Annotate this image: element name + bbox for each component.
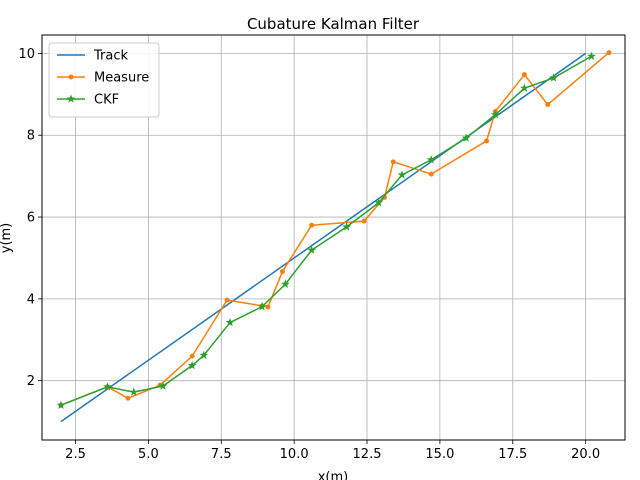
x-tick-label: 15.0 [425,447,454,462]
data-point [189,353,195,359]
x-tick-label: 7.5 [211,447,232,462]
y-tick-label: 10 [18,47,35,62]
y-tick-label: 2 [27,374,35,389]
data-point [158,381,168,390]
data-point [390,159,396,165]
legend-label: CKF [94,93,119,108]
data-point [520,83,529,92]
data-point [125,395,131,401]
legend: Track Measure CKF [48,42,160,118]
x-tick-label: 2.5 [65,447,86,462]
grid-lines [42,35,625,440]
data-point [56,400,66,409]
y-tick-label: 6 [27,211,35,226]
axis-ticks: 2.5 5.0 7.5 10.0 12.5 15.0 17.5 20.0 2 4 6 8 10 [18,47,600,462]
legend-item-measure: Measure [57,71,149,86]
data-point [225,317,235,327]
y-axis-label: y(m) [0,223,14,254]
series-layer [56,50,612,423]
series-line-track [60,52,587,423]
series-ckf [56,51,596,409]
data-point [587,51,596,60]
data-point [257,302,267,311]
chart-title: Cubature Kalman Filter [247,15,420,33]
series-track [60,52,587,423]
data-point [307,245,317,254]
data-point [281,279,290,288]
x-tick-label: 12.5 [353,447,382,462]
data-point [103,382,112,391]
data-point [342,222,351,231]
y-tick-label: 8 [27,129,35,144]
data-point [187,360,197,370]
x-axis-label: x(m) [318,470,349,480]
x-tick-label: 5.0 [138,447,159,462]
data-point [606,50,612,56]
data-point [397,170,407,179]
legend-label: Track [93,49,128,64]
data-point [361,218,367,224]
data-point [549,73,558,82]
data-point [374,198,384,207]
data-point [484,138,490,144]
y-tick-label: 4 [27,292,35,307]
x-tick-label: 10.0 [280,447,309,462]
data-point [279,268,285,274]
data-point [265,304,271,310]
data-point [461,133,471,142]
legend-marker [68,74,74,80]
data-point [490,110,500,119]
data-point [545,102,551,108]
data-point [129,387,139,396]
legend-label: Measure [94,71,149,86]
legend-item-ckf: CKF [57,93,119,108]
data-point [521,72,527,78]
data-point [426,155,436,164]
plot-frame [41,34,626,441]
legend-marker [66,94,76,103]
data-point [199,350,209,360]
legend-item-track: Track [57,49,128,64]
data-point [309,222,315,228]
x-tick-label: 17.5 [498,447,527,462]
data-point [224,297,230,303]
data-point [428,171,434,177]
x-tick-label: 20.0 [571,447,600,462]
